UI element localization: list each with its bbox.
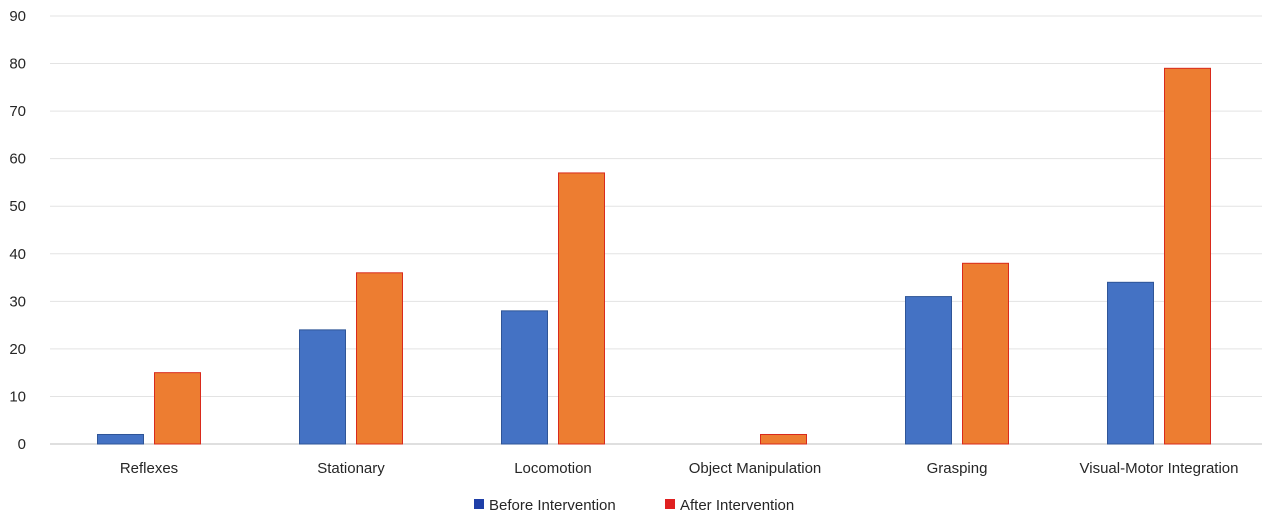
y-axis: 0 10 20 30 40 50 60 70 80 90 [9, 8, 26, 453]
y-tick-label: 90 [9, 8, 26, 25]
legend-label-after: After Intervention [680, 497, 794, 514]
x-category-label: Stationary [317, 460, 385, 477]
bar-before-2 [501, 310, 548, 445]
legend-marker-after [665, 499, 675, 509]
bars [97, 67, 1211, 445]
legend-marker-before [474, 499, 484, 509]
y-tick-label: 40 [9, 246, 26, 263]
y-tick-label: 10 [9, 388, 26, 405]
x-category-label: Grasping [927, 460, 988, 477]
y-tick-label: 80 [9, 56, 26, 73]
x-category-label: Reflexes [120, 460, 178, 477]
y-tick-label: 50 [9, 198, 26, 215]
bar-after-5 [1164, 67, 1211, 445]
bar-after-3 [760, 433, 807, 445]
bar-before-1 [299, 329, 346, 445]
x-axis: Reflexes Stationary Locomotion Object Manip… [120, 460, 1239, 477]
x-category-label: Object Manipulation [689, 460, 822, 477]
legend-label-before: Before Intervention [489, 497, 616, 514]
y-tick-label: 60 [9, 151, 26, 168]
bar-after-1 [356, 272, 403, 445]
x-category-label: Locomotion [514, 460, 592, 477]
y-tick-label: 70 [9, 103, 26, 120]
bar-before-5 [1107, 281, 1154, 445]
y-tick-label: 0 [18, 436, 26, 453]
bar-after-0 [154, 372, 201, 445]
bar-after-4 [962, 262, 1009, 445]
bar-before-4 [905, 296, 952, 445]
y-tick-label: 30 [9, 293, 26, 310]
gridlines [50, 15, 1262, 445]
bar-before-0 [97, 433, 144, 445]
bar-after-2 [558, 172, 605, 445]
legend: Before Intervention After Intervention [474, 497, 794, 514]
x-category-label: Visual-Motor Integration [1080, 460, 1239, 477]
y-tick-label: 20 [9, 341, 26, 358]
